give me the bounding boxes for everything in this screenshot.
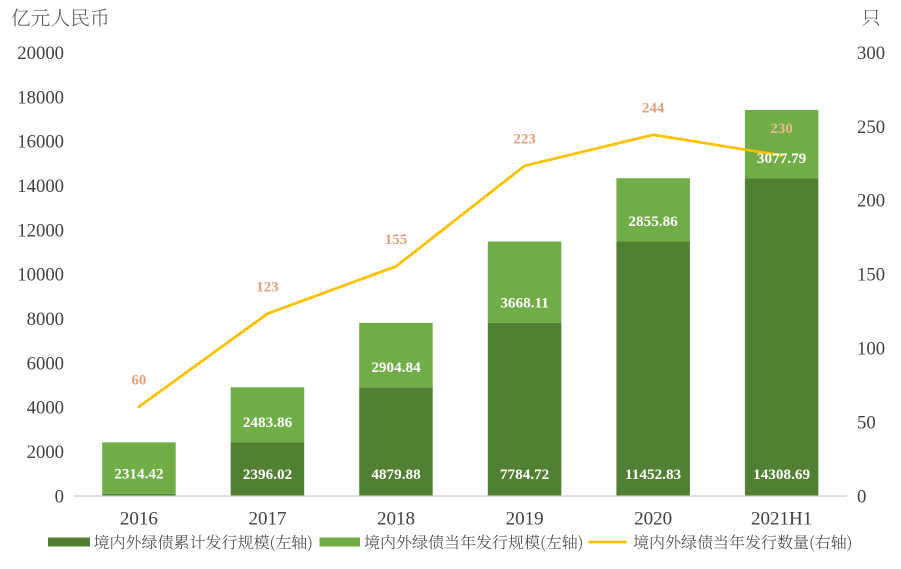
svg-text:10000: 10000 <box>17 265 64 286</box>
svg-text:2016: 2016 <box>120 508 158 529</box>
svg-text:2020: 2020 <box>634 508 672 529</box>
svg-text:2396.02: 2396.02 <box>243 466 292 483</box>
svg-text:3668.11: 3668.11 <box>500 295 549 312</box>
svg-text:2855.86: 2855.86 <box>628 213 678 230</box>
svg-text:8000: 8000 <box>27 309 64 330</box>
svg-text:155: 155 <box>385 232 408 248</box>
svg-text:2314.42: 2314.42 <box>114 465 163 482</box>
svg-text:7784.72: 7784.72 <box>500 466 549 483</box>
svg-text:2021H1: 2021H1 <box>751 508 812 529</box>
svg-text:14000: 14000 <box>17 176 64 197</box>
svg-text:4879.88: 4879.88 <box>371 466 421 483</box>
svg-text:18000: 18000 <box>17 87 64 108</box>
svg-text:123: 123 <box>256 279 279 295</box>
svg-text:244: 244 <box>642 101 665 117</box>
svg-text:2904.84: 2904.84 <box>371 359 421 376</box>
svg-text:50: 50 <box>857 413 876 434</box>
svg-text:223: 223 <box>513 132 536 148</box>
svg-text:230: 230 <box>770 121 793 137</box>
svg-text:0: 0 <box>857 486 866 507</box>
svg-text:150: 150 <box>857 265 885 286</box>
svg-text:16000: 16000 <box>17 132 64 153</box>
svg-text:2017: 2017 <box>249 508 287 529</box>
svg-text:100: 100 <box>857 339 885 360</box>
svg-text:12000: 12000 <box>17 220 64 241</box>
svg-text:0: 0 <box>55 486 64 507</box>
svg-text:2018: 2018 <box>377 508 415 529</box>
svg-text:2483.86: 2483.86 <box>243 414 293 431</box>
svg-text:3077.79: 3077.79 <box>757 150 807 167</box>
svg-text:300: 300 <box>857 43 885 64</box>
svg-text:4000: 4000 <box>27 398 64 419</box>
svg-text:2000: 2000 <box>27 442 64 463</box>
svg-text:2019: 2019 <box>506 508 544 529</box>
svg-text:11452.83: 11452.83 <box>625 466 682 483</box>
svg-text:60: 60 <box>131 373 146 389</box>
svg-text:6000: 6000 <box>27 353 64 374</box>
svg-text:250: 250 <box>857 117 885 138</box>
svg-text:14308.69: 14308.69 <box>753 466 810 483</box>
svg-text:200: 200 <box>857 191 885 212</box>
svg-text:20000: 20000 <box>17 43 64 64</box>
